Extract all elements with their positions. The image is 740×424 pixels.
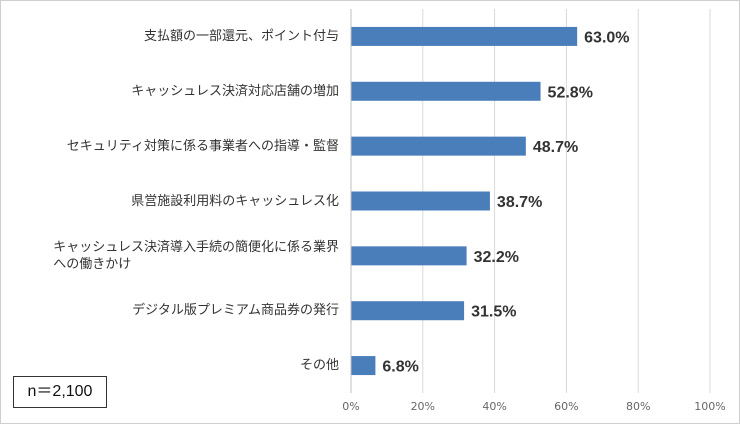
category-label-line: キャッシュレス決済対応店舗の増加: [131, 83, 339, 99]
sample-size-note: n＝2,100: [13, 376, 107, 408]
bar: [351, 26, 578, 46]
category-label: セキュリティ対策に係る事業者への指導・監督: [67, 138, 339, 155]
x-tick-label: 40%: [482, 400, 506, 413]
category-label-line: への働きかけ: [53, 256, 132, 272]
bar: [351, 191, 490, 211]
x-tick-label: 100%: [694, 400, 725, 413]
category-label: 支払額の一部還元、ポイント付与: [144, 28, 339, 45]
x-tick-label: 80%: [626, 400, 650, 413]
category-label-line: キャッシュレス決済導入手続の簡便化に係る業界: [53, 239, 339, 255]
x-tick-label: 0%: [342, 400, 359, 413]
data-label: 6.8%: [382, 359, 418, 376]
bar: [351, 356, 376, 376]
category-label-line: セキュリティ対策に係る事業者への指導・監督: [66, 138, 339, 154]
category-label-line: デジタル版プレミアム商品券の発行: [132, 303, 339, 319]
data-label: 63.0%: [584, 29, 629, 46]
data-label: 52.8%: [548, 84, 593, 101]
data-label: 31.5%: [471, 304, 516, 321]
category-label: キャッシュレス決済導入手続の簡便化に係る業界 への働きかけ: [53, 239, 339, 273]
category-label-line: 支払額の一部還元、ポイント付与: [143, 28, 339, 44]
bar: [351, 136, 526, 156]
category-label-line: その他: [299, 358, 339, 374]
bar: [351, 246, 467, 266]
data-label: 48.7%: [533, 139, 578, 156]
x-tick-label: 20%: [411, 400, 435, 413]
category-label: 県営施設利用料のキャッシュレス化: [131, 193, 339, 210]
category-label: その他: [300, 357, 339, 374]
category-label: キャッシュレス決済対応店舗の増加: [131, 83, 339, 100]
x-tick-label: 60%: [554, 400, 578, 413]
data-label: 38.7%: [497, 194, 542, 211]
bar: [351, 81, 541, 101]
category-label: デジタル版プレミアム商品券の発行: [132, 302, 339, 319]
bar: [351, 301, 465, 321]
category-label-line: 県営施設利用料のキャッシュレス化: [131, 193, 339, 209]
data-label: 32.2%: [474, 249, 519, 266]
